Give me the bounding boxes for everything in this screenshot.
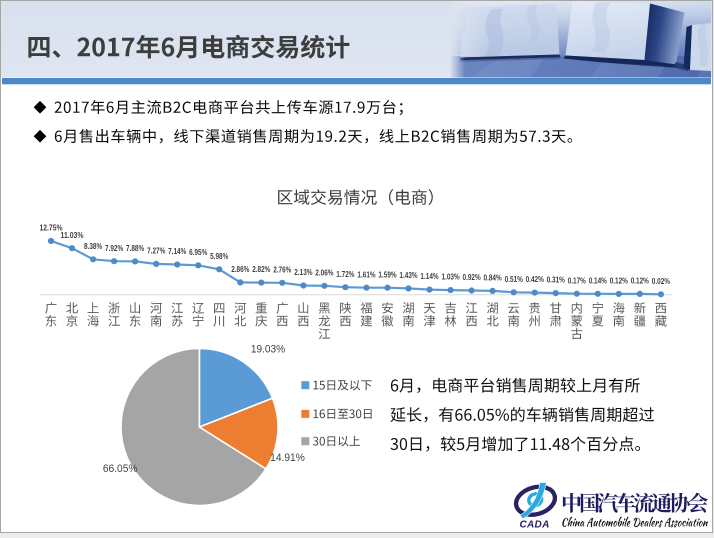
svg-text:7.92%: 7.92% bbox=[105, 244, 123, 253]
svg-text:2.06%: 2.06% bbox=[315, 268, 333, 277]
svg-text:5.98%: 5.98% bbox=[210, 252, 228, 261]
svg-text:12.75%: 12.75% bbox=[40, 224, 63, 233]
svg-text:2.86%: 2.86% bbox=[231, 265, 249, 274]
svg-text:8.38%: 8.38% bbox=[84, 242, 102, 251]
svg-text:7.27%: 7.27% bbox=[147, 247, 165, 256]
svg-text:0.51%: 0.51% bbox=[505, 275, 523, 284]
svg-text:1.59%: 1.59% bbox=[378, 270, 396, 279]
svg-text:0.12%: 0.12% bbox=[631, 277, 649, 286]
svg-text:6.95%: 6.95% bbox=[189, 248, 207, 257]
svg-text:66.05%: 66.05% bbox=[103, 463, 138, 475]
svg-text:0.14%: 0.14% bbox=[589, 276, 607, 285]
svg-text:0.12%: 0.12% bbox=[610, 277, 628, 286]
svg-text:0.84%: 0.84% bbox=[484, 274, 502, 283]
svg-text:2.13%: 2.13% bbox=[294, 268, 312, 277]
svg-text:CADA: CADA bbox=[520, 520, 550, 531]
svg-text:1.61%: 1.61% bbox=[357, 270, 375, 279]
svg-text:1.03%: 1.03% bbox=[442, 273, 460, 282]
svg-text:7.14%: 7.14% bbox=[168, 247, 186, 256]
svg-text:1.72%: 1.72% bbox=[336, 270, 354, 279]
svg-text:11.03%: 11.03% bbox=[61, 231, 84, 240]
svg-text:0.02%: 0.02% bbox=[652, 277, 670, 286]
svg-text:0.17%: 0.17% bbox=[568, 276, 586, 285]
svg-text:2.76%: 2.76% bbox=[273, 265, 291, 274]
svg-text:1.14%: 1.14% bbox=[420, 272, 438, 281]
svg-text:2.82%: 2.82% bbox=[252, 265, 270, 274]
svg-text:0.92%: 0.92% bbox=[463, 273, 481, 282]
svg-text:14.91%: 14.91% bbox=[270, 452, 305, 464]
svg-text:1.43%: 1.43% bbox=[399, 271, 417, 280]
svg-text:0.42%: 0.42% bbox=[526, 275, 544, 284]
svg-text:7.88%: 7.88% bbox=[126, 244, 144, 253]
svg-text:19.03%: 19.03% bbox=[251, 344, 285, 356]
svg-text:0.31%: 0.31% bbox=[547, 276, 565, 285]
